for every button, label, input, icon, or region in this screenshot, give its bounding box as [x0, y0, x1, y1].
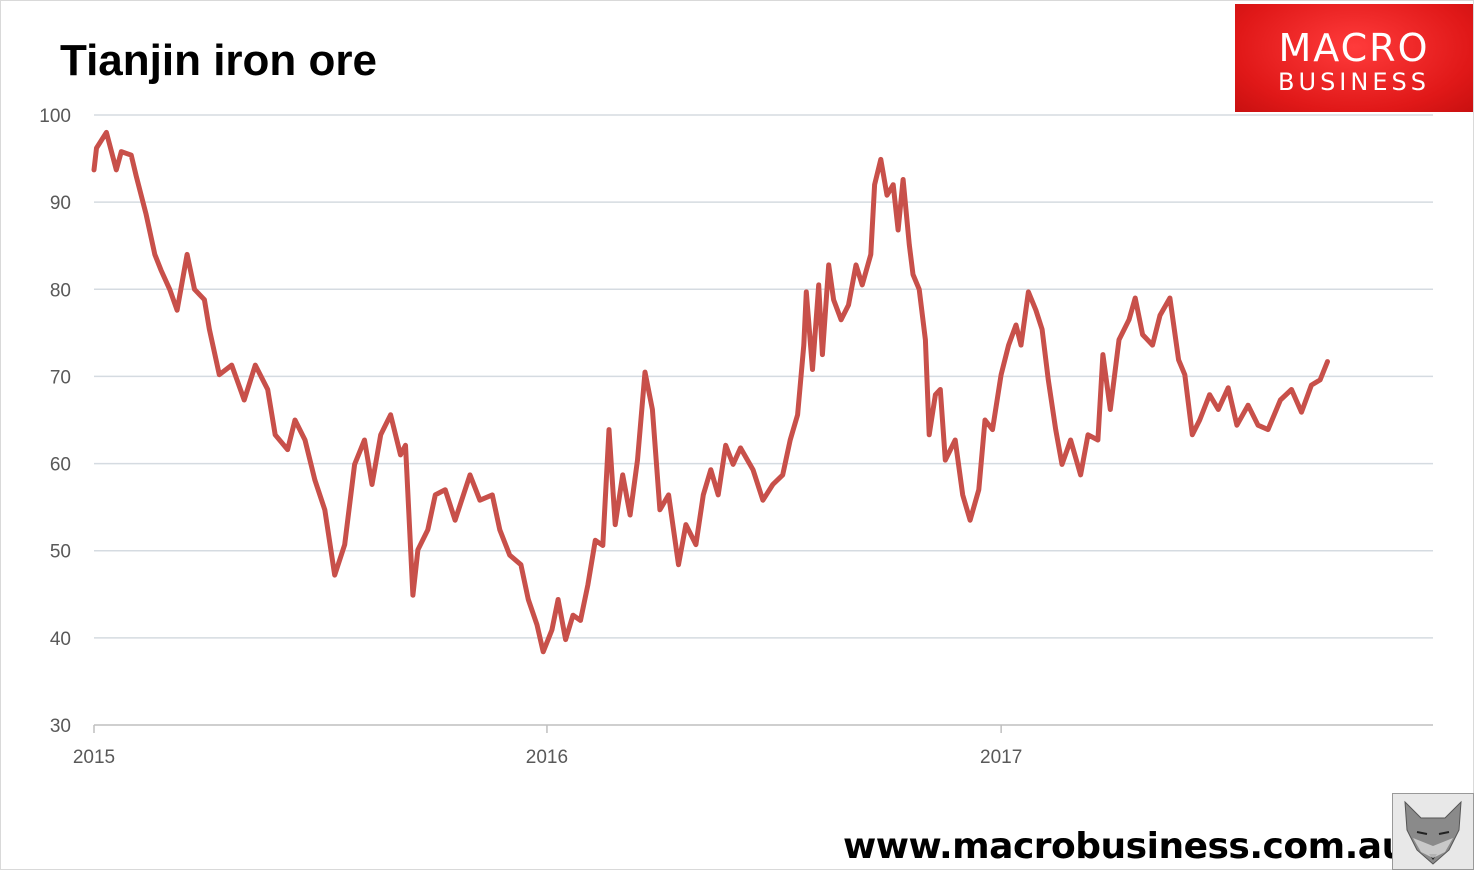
- series-line: [91, 129, 1330, 655]
- y-axis: 30 40 50 60 70 80 90 100: [39, 106, 71, 737]
- y-tick-label: 60: [50, 455, 71, 476]
- y-tick-label: 30: [50, 716, 71, 737]
- chart-title: Tianjin iron ore: [60, 36, 378, 85]
- y-tick-label: 100: [39, 106, 71, 127]
- x-tick-label: 2016: [526, 747, 568, 768]
- website-url[interactable]: www.macrobusiness.com.au: [843, 826, 1407, 867]
- y-tick-label: 70: [50, 367, 71, 388]
- x-tick-label: 2015: [73, 747, 115, 768]
- macrobusiness-logo[interactable]: MACRO BUSINESS: [1235, 4, 1473, 112]
- y-tick-label: 80: [50, 280, 71, 301]
- logo-line2: BUSINESS: [1278, 68, 1430, 96]
- y-tick-label: 40: [50, 629, 71, 650]
- gridlines: [94, 114, 1433, 726]
- y-tick-label: 90: [50, 193, 71, 214]
- wolf-icon: [1392, 793, 1474, 870]
- logo-line1: MACRO: [1278, 26, 1430, 70]
- x-tick-label: 2017: [980, 747, 1022, 768]
- y-tick-label: 50: [50, 542, 71, 563]
- x-axis: 2015 2016 2017: [73, 725, 1022, 768]
